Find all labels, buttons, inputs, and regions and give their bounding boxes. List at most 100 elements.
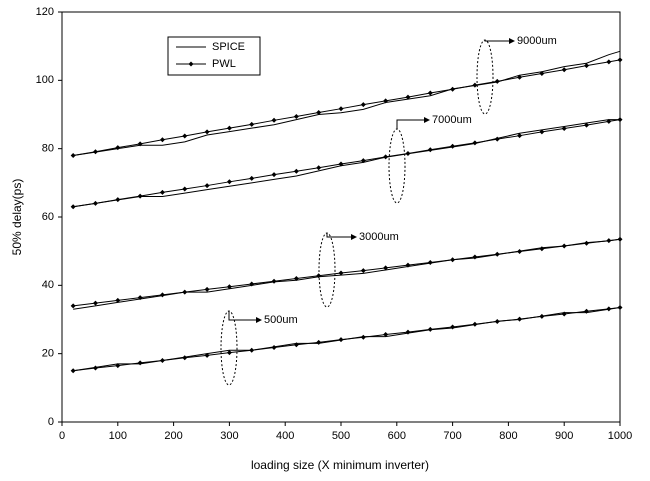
pwl-marker: [405, 94, 411, 100]
pwl-marker: [561, 67, 567, 73]
pwl-marker: [405, 150, 411, 156]
pwl-marker: [539, 71, 545, 76]
pwl-marker: [92, 149, 98, 155]
pwl-marker: [360, 102, 366, 108]
pwl-marker: [405, 262, 411, 268]
pwl-marker: [427, 90, 433, 96]
pwl-marker: [494, 136, 500, 142]
pwl-marker: [494, 251, 500, 257]
pwl-marker: [271, 117, 277, 123]
y-tick-label: 120: [36, 6, 54, 18]
pwl-marker: [204, 352, 210, 358]
x-tick-label: 500: [332, 430, 350, 442]
annotation-ellipse: [476, 39, 494, 115]
pwl-marker: [293, 114, 299, 120]
pwl-marker: [517, 74, 523, 80]
pwl-marker: [271, 172, 277, 178]
x-tick-label: 900: [555, 430, 573, 442]
pwl-marker: [137, 193, 143, 199]
x-tick-label: 700: [443, 430, 461, 442]
pwl-line: [73, 238, 621, 307]
pwl-marker: [293, 168, 299, 174]
pwl-marker: [70, 204, 76, 210]
pwl-marker: [584, 308, 590, 314]
x-tick-label: 0: [59, 430, 65, 442]
pwl-marker: [494, 78, 500, 84]
x-tick-label: 400: [276, 430, 294, 442]
pwl-marker: [338, 161, 344, 167]
pwl-marker: [606, 59, 612, 65]
pwl-marker: [293, 276, 299, 281]
annotation-ellipse: [220, 310, 238, 386]
pwl-marker: [561, 243, 567, 249]
pwl-marker: [249, 347, 255, 353]
pwl-marker: [383, 98, 389, 104]
pwl-marker: [249, 175, 255, 181]
pwl-marker: [517, 249, 523, 255]
pwl-marker: [427, 259, 433, 265]
pwl-marker: [316, 109, 322, 115]
pwl-marker: [360, 268, 366, 274]
pwl-line: [73, 59, 621, 156]
annotation-label: 7000um: [432, 114, 472, 126]
pwl-marker: [472, 321, 478, 327]
pwl-marker: [338, 270, 344, 276]
annotation-arrowhead: [509, 38, 515, 44]
x-axis-label: loading size (X minimum inverter): [251, 458, 429, 472]
y-tick-label: 100: [36, 74, 54, 86]
pwl-marker: [338, 106, 344, 112]
pwl-marker: [617, 117, 623, 123]
spice-line: [73, 50, 621, 156]
annotation-arrow: [396, 119, 424, 129]
spice-line: [73, 119, 620, 208]
x-tick-label: 100: [109, 430, 127, 442]
pwl-marker: [472, 254, 478, 260]
pwl-marker: [360, 158, 366, 164]
pwl-marker: [472, 82, 478, 88]
pwl-marker: [159, 189, 165, 195]
legend-label: PWL: [212, 58, 236, 70]
annotation-arrow: [228, 311, 256, 321]
pwl-marker: [249, 281, 255, 287]
pwl-marker: [450, 324, 456, 330]
pwl-marker: [204, 183, 210, 189]
pwl-marker: [338, 337, 344, 343]
legend-label: SPICE: [212, 41, 245, 53]
pwl-marker: [159, 137, 165, 143]
pwl-marker: [70, 368, 76, 374]
pwl-marker: [450, 143, 456, 149]
pwl-marker: [606, 118, 612, 124]
x-tick-label: 300: [220, 430, 238, 442]
pwl-marker: [182, 186, 188, 192]
pwl-marker: [472, 140, 478, 146]
pwl-marker: [427, 147, 433, 153]
pwl-marker: [293, 342, 299, 348]
pwl-marker: [606, 306, 612, 312]
legend-box: [167, 36, 261, 76]
pwl-marker: [182, 133, 188, 139]
pwl-marker: [115, 297, 121, 303]
legend-marker: [188, 61, 194, 67]
annotation-label: 9000um: [517, 35, 557, 47]
pwl-marker: [226, 179, 232, 185]
pwl-line: [73, 307, 621, 372]
x-tick-label: 200: [164, 430, 182, 442]
pwl-marker: [494, 319, 500, 325]
y-axis-label: 50% delay(ps): [10, 179, 24, 256]
pwl-marker: [115, 363, 121, 369]
annotation-arrowhead: [256, 317, 262, 323]
annotation-label: 500um: [264, 314, 298, 326]
pwl-marker: [383, 265, 389, 271]
pwl-marker: [360, 334, 366, 340]
pwl-marker: [606, 238, 612, 244]
pwl-marker: [584, 63, 590, 69]
pwl-marker: [204, 286, 210, 292]
x-tick-label: 800: [499, 430, 517, 442]
pwl-marker: [70, 303, 76, 309]
pwl-marker: [539, 246, 545, 252]
pwl-marker: [584, 122, 590, 128]
pwl-marker: [226, 350, 232, 356]
pwl-marker: [517, 133, 523, 139]
